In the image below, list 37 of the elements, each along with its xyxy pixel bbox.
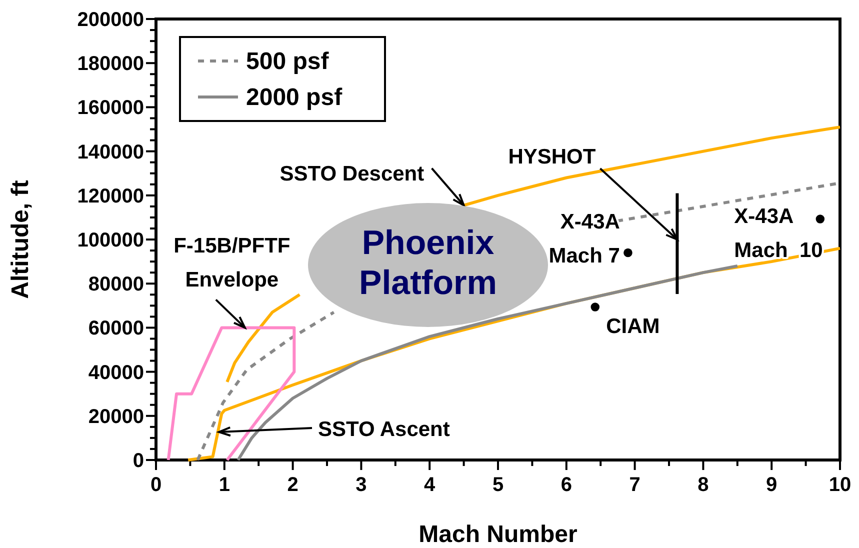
- line-series: [166, 326, 296, 462]
- x-tick-label: 3: [356, 474, 367, 496]
- y-tick-label: 80000: [88, 274, 144, 296]
- y-tick-label: 40000: [88, 362, 144, 384]
- x-tick-label: 10: [828, 474, 852, 496]
- annotation: CIAM: [606, 314, 660, 338]
- y-tick-label: 100000: [77, 230, 144, 252]
- annotation: Phoenix Platform: [359, 224, 497, 302]
- annotation: F-15B/PFTF Envelope: [174, 234, 290, 292]
- y-tick-label: 180000: [77, 53, 144, 76]
- x-tick-label: 6: [560, 474, 572, 496]
- y-tick-label: 160000: [77, 97, 144, 120]
- y-tick-label: 140000: [77, 141, 144, 164]
- point: [590, 302, 600, 312]
- x-tick-label: 5: [492, 474, 504, 496]
- x-tick-label: 4: [424, 474, 436, 496]
- y-axis-title: Altitude, ft: [7, 180, 34, 299]
- x-tick-label: 8: [698, 474, 709, 496]
- y-tick-label: 0: [132, 450, 144, 472]
- y-tick-label: 60000: [88, 318, 144, 340]
- x-tick-label: 0: [150, 474, 162, 496]
- x-tick-label: 1: [218, 474, 230, 496]
- x-tick-label: 9: [766, 474, 778, 496]
- x-tick-label: 2: [287, 474, 298, 496]
- legend-label: 2000 psf: [246, 84, 344, 111]
- annotation: HYSHOT: [508, 146, 596, 168]
- annotation: SSTO Descent: [280, 162, 424, 186]
- y-tick-label: 20000: [88, 406, 144, 428]
- annotation: SSTO Ascent: [318, 418, 450, 441]
- legend-label: 500 psf: [246, 48, 330, 75]
- point: [624, 248, 632, 258]
- y-tick-label: 200000: [77, 9, 144, 31]
- y-tick-label: 120000: [77, 185, 144, 208]
- annotation: X-43A Mach 7: [548, 210, 620, 268]
- point: [816, 214, 825, 224]
- x-axis-title: Mach Number: [418, 521, 578, 548]
- x-tick-label: 7: [629, 474, 640, 496]
